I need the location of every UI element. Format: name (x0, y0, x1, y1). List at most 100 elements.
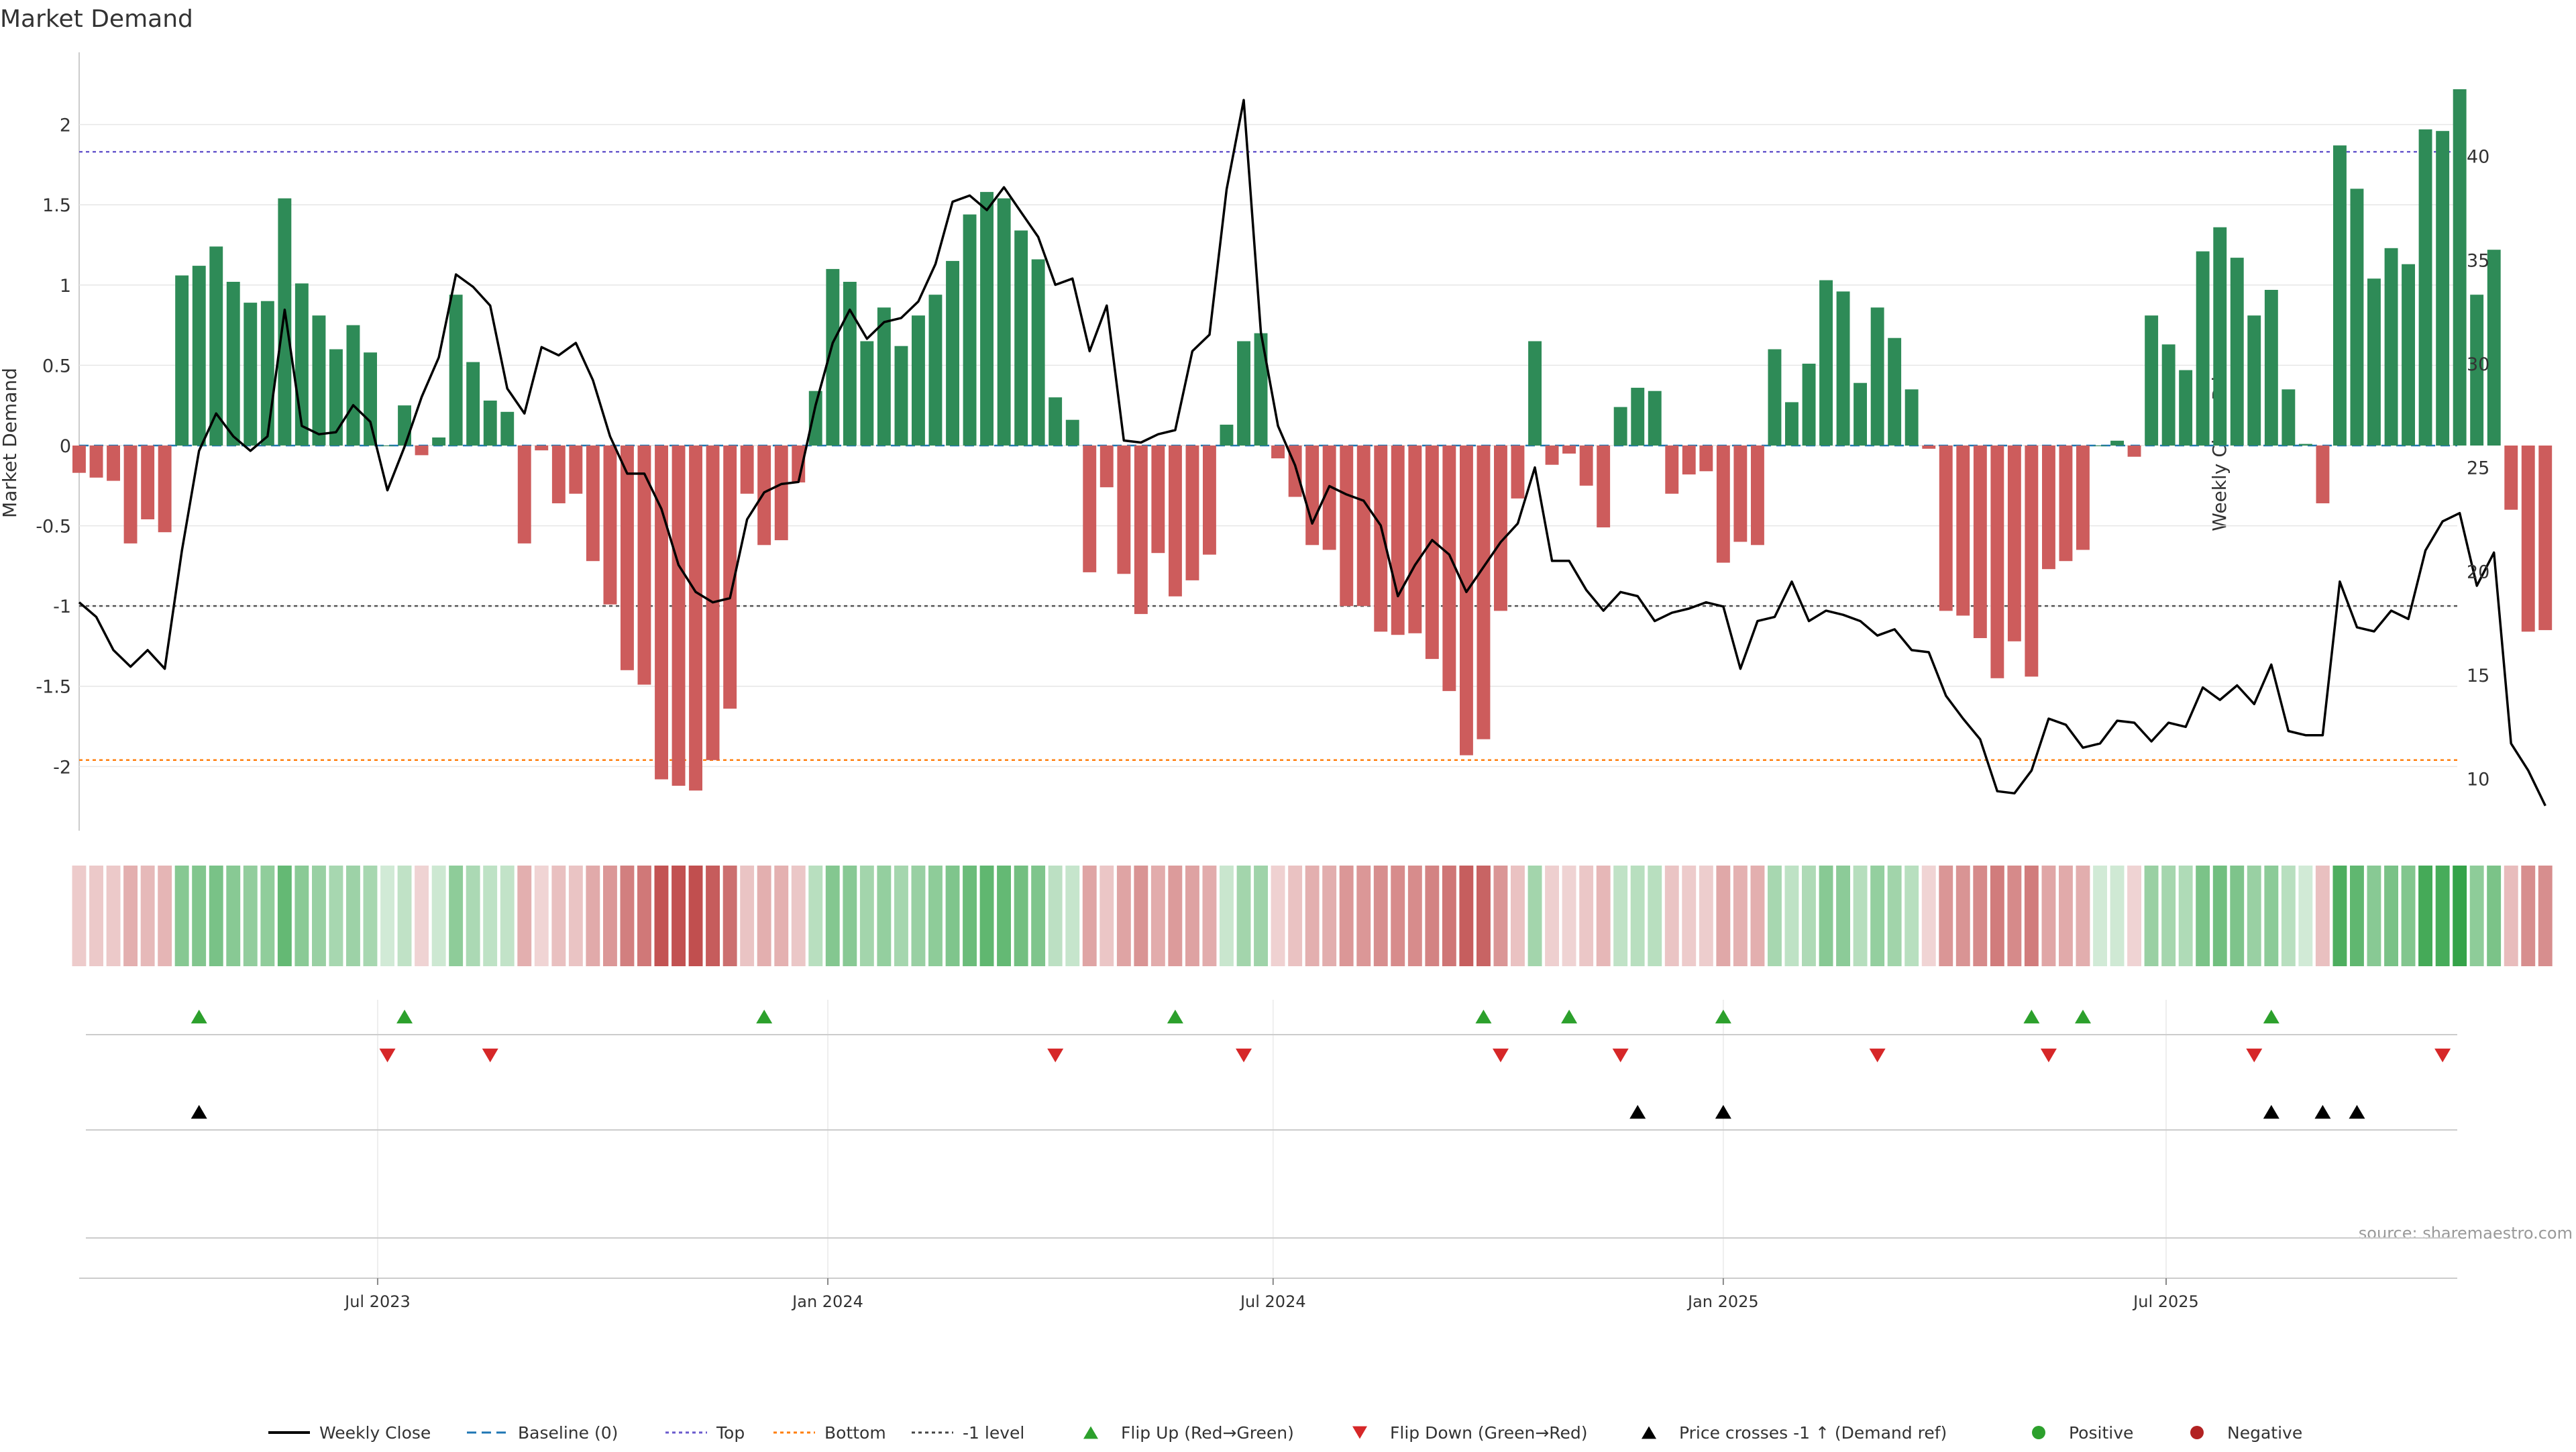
heat-cell (1887, 866, 1902, 966)
demand-bar-positive (1065, 419, 1079, 446)
heat-cell (1407, 866, 1422, 966)
heat-cell (1288, 866, 1303, 966)
heat-cell (672, 866, 686, 966)
heat-cell (722, 866, 737, 966)
heat-cell (2127, 866, 2141, 966)
demand-bar-negative (1374, 446, 1388, 632)
price-cross-marker (2263, 1104, 2279, 1119)
y2-tick-label: 10 (2467, 770, 2489, 790)
demand-bar-negative (740, 446, 754, 494)
heat-cell (260, 866, 275, 966)
demand-bar-negative (1733, 446, 1748, 542)
heat-cell (603, 866, 617, 966)
heat-cell (1596, 866, 1611, 966)
heat-cell (1955, 866, 1970, 966)
demand-bar-negative (1305, 446, 1320, 546)
demand-bar-negative (415, 446, 429, 456)
x-tick-label: Jan 2025 (1686, 1292, 1759, 1311)
heat-cell (2264, 866, 2279, 966)
heat-cell (500, 866, 515, 966)
heat-cell (997, 866, 1011, 966)
demand-bar-negative (2007, 446, 2021, 641)
heat-cell (1990, 866, 2004, 966)
heat-cell (757, 866, 771, 966)
demand-bar-positive (2213, 227, 2227, 446)
legend-label: Top (716, 1423, 745, 1443)
demand-bar-negative (2042, 446, 2055, 570)
heat-cell (1168, 866, 1183, 966)
heat-cell (1921, 866, 1936, 966)
heat-cell (1116, 866, 1131, 966)
heat-cell (911, 866, 926, 966)
flip-up-marker (1167, 1009, 1183, 1024)
heat-cell (1254, 866, 1268, 966)
heat-cell (1065, 866, 1080, 966)
heat-cell (1802, 866, 1816, 966)
legend-swatch (1352, 1426, 1367, 1439)
heat-cell (2435, 866, 2450, 966)
heat-cell (2418, 866, 2432, 966)
y-tick-label: 1.5 (42, 195, 71, 216)
legend-label: Bottom (824, 1423, 886, 1443)
demand-bar-negative (1203, 446, 1216, 555)
demand-bar-negative (1117, 446, 1131, 574)
demand-bar-positive (260, 301, 274, 446)
demand-bar-negative (1665, 446, 1679, 494)
y2-tick-label: 15 (2467, 666, 2489, 686)
demand-bar-positive (1888, 338, 1902, 446)
flip-down-marker (1612, 1048, 1629, 1063)
flip-down-marker (1869, 1048, 1886, 1063)
heat-cell (1391, 866, 1405, 966)
demand-bar-positive (2418, 129, 2432, 446)
heat-cell (1613, 866, 1628, 966)
demand-bar-positive (2402, 264, 2415, 446)
heat-cell (1682, 866, 1697, 966)
demand-bar-negative (1185, 446, 1199, 580)
y-tick-label: -0.5 (36, 517, 71, 537)
demand-bar-positive (2264, 290, 2278, 446)
heat-cell (1459, 866, 1474, 966)
heat-cell (1819, 866, 1833, 966)
legend-label: Baseline (0) (518, 1423, 618, 1443)
heat-cell (2178, 866, 2193, 966)
demand-bar-negative (1340, 446, 1354, 607)
heat-cell (2315, 866, 2330, 966)
demand-bar-negative (1699, 446, 1713, 472)
heat-cell (174, 866, 189, 966)
y-tick-label: -1.5 (36, 677, 71, 698)
heat-cell (431, 866, 446, 966)
heat-cell (140, 866, 155, 966)
y2-tick-label: 30 (2467, 354, 2489, 375)
demand-bar-positive (1631, 387, 1645, 446)
y2-tick-labels: 10 15 20 25 30 35 40 (2467, 147, 2489, 790)
demand-bar-negative (2076, 446, 2090, 550)
demand-bar-negative (1939, 446, 1953, 611)
legend-item-positive: Positive (2032, 1423, 2133, 1443)
heat-cell (1150, 866, 1165, 966)
flip-up-marker (756, 1009, 773, 1024)
demand-bar-positive (1904, 389, 1919, 446)
demand-bar-negative (1460, 446, 1473, 756)
y-tick-label: 2 (60, 115, 71, 136)
heat-cell (72, 866, 87, 966)
heat-cell (294, 866, 309, 966)
heat-cell (2196, 866, 2210, 966)
demand-bar-positive (843, 282, 857, 446)
legend-item-price_cross: Price crosses -1 ↑ (Demand ref) (1642, 1423, 1947, 1443)
demand-bar-positive (2230, 258, 2244, 446)
demand-bar-negative (1511, 446, 1525, 499)
heat-cell (1870, 866, 1885, 966)
demand-bar-positive (432, 437, 446, 446)
heat-cell (2093, 866, 2107, 966)
demand-bar-positive (2282, 389, 2296, 446)
heat-cell (928, 866, 943, 966)
heat-cell (1339, 866, 1354, 966)
demand-bar-negative (1545, 446, 1559, 465)
demand-bar-negative (141, 446, 155, 519)
legend-label: -1 level (963, 1423, 1024, 1443)
heat-cell (859, 866, 874, 966)
heat-cell (1579, 866, 1594, 966)
heat-cell (329, 866, 343, 966)
demand-bar-negative (621, 446, 634, 670)
